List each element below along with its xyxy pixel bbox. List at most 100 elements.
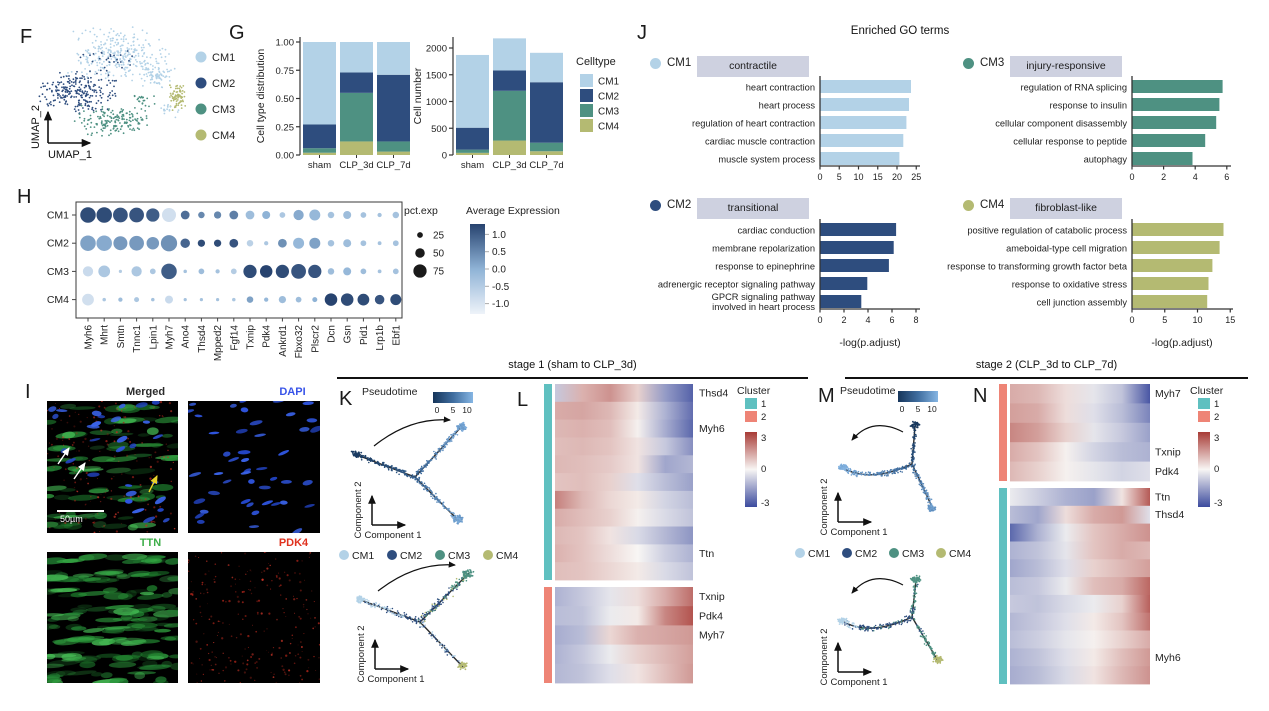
svg-text:CM3: CM3 [598, 107, 620, 118]
svg-text:0: 0 [1214, 464, 1219, 475]
svg-text:cellular component disassembly: cellular component disassembly [995, 119, 1127, 129]
scale-bar [57, 510, 104, 512]
svg-text:0: 0 [1129, 172, 1134, 182]
svg-text:5: 5 [451, 405, 456, 415]
svg-text:10: 10 [1192, 315, 1202, 325]
svg-text:0: 0 [817, 172, 822, 182]
svg-text:0.50: 0.50 [276, 94, 295, 105]
stage1-underline [337, 377, 808, 379]
svg-text:response to epinephrine: response to epinephrine [715, 262, 815, 272]
svg-text:-3: -3 [761, 498, 769, 509]
svg-text:Component 2: Component 2 [356, 625, 367, 682]
svg-text:GPCR signaling pathway: GPCR signaling pathway [712, 292, 816, 302]
svg-text:2: 2 [1161, 172, 1166, 182]
svg-text:regulation of heart contractio: regulation of heart contraction [692, 119, 815, 129]
cluster-legend-title-l: Cluster [737, 385, 771, 397]
svg-text:CM4: CM4 [598, 122, 620, 133]
svg-text:2000: 2000 [426, 44, 447, 55]
panel-label-J: J [637, 22, 647, 44]
svg-text:Component 1: Component 1 [830, 677, 887, 688]
stage2-underline [845, 377, 1248, 379]
svg-text:UMAP_2: UMAP_2 [30, 105, 42, 149]
svg-text:Component 1: Component 1 [364, 530, 421, 541]
svg-text:2: 2 [761, 412, 766, 423]
svg-text:Myh7: Myh7 [1155, 388, 1181, 400]
svg-text:Fbxo32: Fbxo32 [294, 325, 305, 359]
go-cm1-header: CM1 [650, 57, 691, 69]
svg-text:Ankrd1: Ankrd1 [278, 325, 289, 357]
pseudotime-label-k: Pseudotime [362, 386, 418, 398]
go-cm1-label: CM1 [667, 57, 692, 69]
svg-text:sham: sham [308, 160, 331, 171]
svg-text:Dcn: Dcn [327, 325, 338, 343]
svg-text:CM4: CM4 [496, 550, 518, 562]
svg-text:0: 0 [761, 464, 766, 475]
chart-stage1-gene-heatmap: Thsd4 Myh6 Ttn Txnip Pdk4 Myh7 1 2 3 0 -3 [544, 384, 769, 684]
chart-cell-number: sham CLP_3d CLP_7d 0 500 1000 1500 2000 Cell num… [412, 37, 564, 171]
svg-text:CLP_3d: CLP_3d [339, 160, 373, 171]
svg-text:6: 6 [1224, 172, 1229, 182]
svg-text:CM3: CM3 [47, 266, 69, 278]
svg-text:10: 10 [927, 404, 937, 414]
svg-text:Thsd4: Thsd4 [197, 325, 208, 353]
svg-text:regulation of RNA splicing: regulation of RNA splicing [1021, 83, 1127, 93]
svg-text:Ano4: Ano4 [181, 325, 192, 349]
svg-text:Smtn: Smtn [116, 325, 127, 348]
celltype-legend: CM1 CM2 CM3 CM4 [580, 74, 620, 133]
svg-text:Tnnc1: Tnnc1 [132, 325, 143, 353]
go-cm3-header: CM3 [963, 57, 1004, 69]
white-arrow-icon [57, 447, 70, 465]
cm3-dot-icon [963, 57, 974, 69]
svg-text:CLP_3d: CLP_3d [492, 160, 526, 171]
svg-text:CM2: CM2 [47, 238, 69, 250]
svg-text:2: 2 [1214, 412, 1219, 423]
image-title-ttn: TTN [139, 537, 162, 549]
svg-text:cardiac muscle contraction: cardiac muscle contraction [705, 137, 815, 147]
svg-text:cellular response to peptide: cellular response to peptide [1013, 137, 1127, 147]
pseudotime-label-m: Pseudotime [840, 385, 896, 397]
chart-go-cm3: regulation of RNA splicing response to in… [995, 76, 1231, 182]
svg-text:1.00: 1.00 [276, 38, 295, 49]
svg-text:cell junction assembly: cell junction assembly [1037, 298, 1128, 308]
svg-text:5: 5 [1162, 315, 1167, 325]
svg-text:Plscr2: Plscr2 [310, 325, 321, 353]
image-title-pdk4: PDK4 [278, 537, 309, 549]
chart-go-cm4: positive regulation of catabolic process… [947, 219, 1235, 325]
svg-text:4: 4 [865, 315, 870, 325]
panel-label-H: H [17, 186, 32, 208]
svg-text:CM3: CM3 [212, 104, 235, 116]
svg-text:Txnip: Txnip [699, 591, 725, 603]
svg-text:Pdk4: Pdk4 [1155, 466, 1179, 478]
cm1-dot-icon [650, 57, 661, 69]
svg-text:0: 0 [900, 404, 905, 414]
go-cm3-label: CM3 [980, 57, 1005, 69]
svg-text:2: 2 [841, 315, 846, 325]
svg-text:4: 4 [1193, 172, 1198, 182]
svg-text:0.25: 0.25 [276, 122, 295, 133]
svg-text:Thsd4: Thsd4 [1155, 509, 1184, 521]
chart-dotplot: CM1 CM2 CM3 CM4 Myh6 Mhrt Smtn Tnnc1 Lpin1 Myh7 An… [47, 201, 510, 361]
svg-text:ameboidal-type cell migration: ameboidal-type cell migration [1006, 244, 1127, 254]
svg-text:5: 5 [916, 404, 921, 414]
svg-text:5: 5 [837, 172, 842, 182]
cm4-dot-icon [963, 199, 974, 211]
celltype-legend-title: Celltype [576, 56, 616, 68]
go-xaxis-label-left: -log(p.adjust) [839, 337, 901, 349]
svg-text:CM4: CM4 [47, 294, 69, 306]
svg-text:adrenergic receptor signaling: adrenergic receptor signaling pathway [658, 280, 815, 290]
svg-text:UMAP_1: UMAP_1 [48, 149, 92, 161]
stage1-header: stage 1 (sham to CLP_3d) [508, 359, 637, 371]
svg-text:Component 2: Component 2 [819, 478, 830, 535]
svg-text:Lpin1: Lpin1 [148, 325, 159, 350]
svg-text:Myh6: Myh6 [699, 423, 725, 435]
svg-text:Component 2: Component 2 [819, 628, 830, 685]
svg-text:25: 25 [911, 172, 921, 182]
chart-go-cm1: heart contraction heart process regulation… [692, 76, 921, 182]
go-cm4-header: CM4 [963, 199, 1004, 211]
go-cm2-tag: transitional [697, 198, 809, 219]
panel-label-F: F [20, 26, 33, 48]
svg-text:CM1: CM1 [598, 77, 620, 88]
